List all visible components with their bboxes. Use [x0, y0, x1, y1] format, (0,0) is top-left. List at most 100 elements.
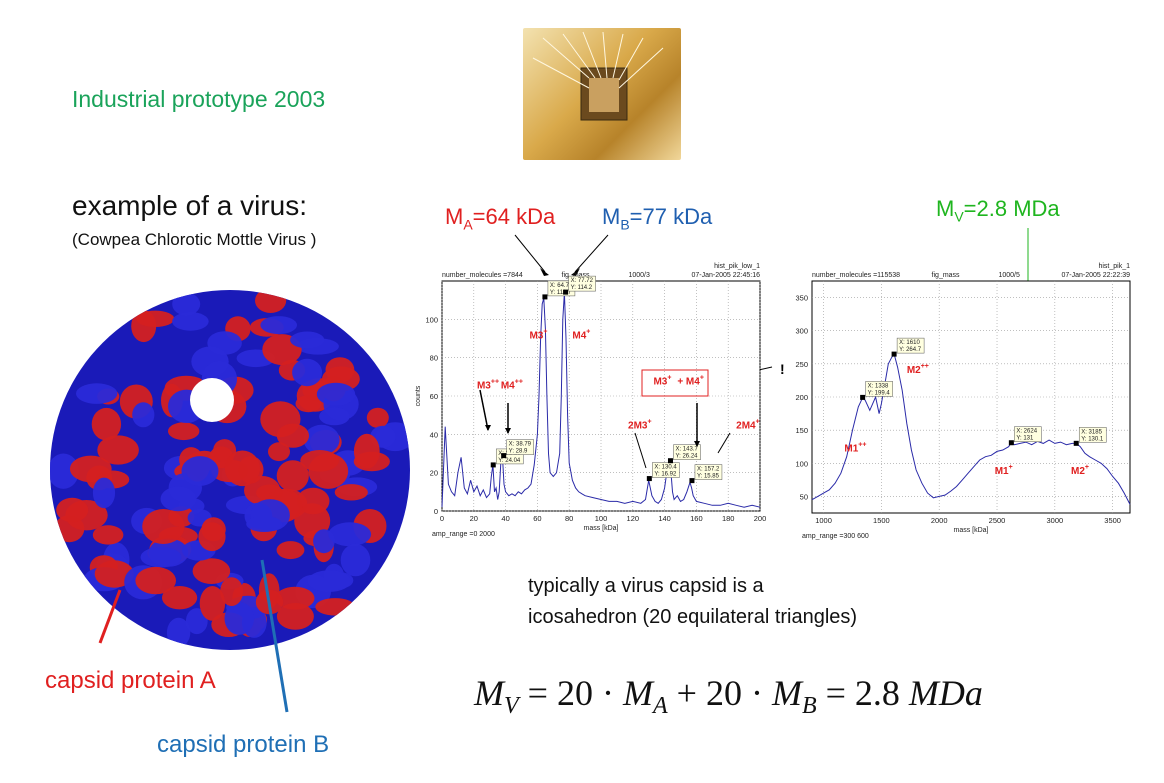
datatip-y: Y: 264.7 — [899, 347, 922, 353]
peak-arrow — [634, 432, 647, 469]
peak-label: M3+ — [653, 375, 671, 388]
datatip-x: X: 1338 — [868, 383, 889, 389]
datatip-y: Y: 131 — [1016, 436, 1034, 442]
peak-arrow — [479, 389, 489, 431]
capsid-subunit — [199, 586, 226, 621]
datatip-box — [896, 337, 925, 354]
capsid-subunit — [319, 407, 350, 426]
capsid-subunit — [132, 402, 155, 428]
datatip-box — [694, 464, 723, 480]
x-tick-label: 2000 — [931, 516, 948, 525]
mv-label: MV=2.8 MDa — [936, 196, 1060, 225]
chart-header-right1: hist_pik_low_1 — [714, 263, 760, 270]
data-point-marker — [542, 294, 548, 300]
datatip-x: X: 157.2 — [697, 467, 720, 473]
datatip-x: X: 143.7 — [675, 447, 698, 453]
datatip-box — [652, 462, 680, 478]
capsid-subunit — [268, 442, 290, 462]
y-tick-label: 100 — [425, 315, 438, 324]
capsid-subunit — [92, 477, 116, 509]
capsid-subunit — [315, 598, 356, 616]
y-tick-label: 60 — [430, 392, 438, 401]
datatip-x: X: 2624 — [1016, 429, 1037, 435]
mass-formula: MV = 20 · MA + 20 · MB = 2.8 MDa — [474, 673, 983, 720]
exclaim-mark: ! — [780, 361, 785, 377]
mass-spectrum-chart-1: number_molecules =7844 fig_mass 1000/3 hist… — [415, 263, 767, 538]
x-tick-label: 80 — [565, 514, 573, 523]
peak-label: M2++ — [907, 363, 929, 376]
chip-photo — [523, 28, 681, 160]
datatip-x: X: 64.73 — [550, 283, 573, 289]
datatip-x: X: 1610 — [899, 340, 920, 346]
capsid-subunit — [276, 541, 305, 560]
chart-header-mid2: 1000/5 — [998, 272, 1020, 279]
capsid-subunit — [94, 560, 134, 588]
peak-arrow-head — [485, 425, 491, 431]
chart-footer-left: amp_range =300 600 — [802, 533, 869, 540]
capsid-subunit — [340, 543, 371, 577]
capsid-subunit — [366, 407, 389, 428]
y-tick-label: 80 — [430, 354, 438, 363]
y-tick-label: 300 — [795, 327, 808, 336]
x-tick-label: 1000 — [815, 516, 832, 525]
capsid-subunit — [69, 455, 112, 483]
x-tick-label: 160 — [690, 514, 703, 523]
data-point-marker — [667, 458, 673, 464]
capsid-subunit — [50, 453, 79, 489]
capsid-subunit — [296, 487, 330, 515]
capsid-subunit — [328, 522, 372, 547]
datatip-x: X: 38.79 — [509, 442, 532, 448]
capsid-subunit — [140, 547, 182, 568]
datatip-y: Y: 111.7 — [550, 290, 572, 296]
x-axis-label: mass [kDa] — [583, 525, 618, 532]
peak-label: M4++ — [501, 378, 523, 391]
capsid-subunit — [307, 570, 351, 592]
peak-label: M1++ — [844, 441, 866, 454]
y-tick-label: 250 — [795, 360, 808, 369]
datatip-box — [506, 439, 534, 455]
peak-label: M3++ — [477, 378, 499, 391]
datatip-x: X: 3185 — [1081, 429, 1102, 435]
ma-label: MA=64 kDa — [445, 204, 556, 233]
datatip-box — [865, 381, 893, 397]
datatip-y: Y: 24.04 — [498, 458, 521, 464]
capsid-text-line-2: icosahedron (20 equilateral triangles) — [528, 606, 858, 628]
capsid-subunit — [135, 566, 176, 595]
y-tick-label: 350 — [795, 294, 808, 303]
capsid-subunit — [260, 316, 298, 335]
capsid-subunit — [224, 450, 260, 487]
x-tick-label: 120 — [627, 514, 640, 523]
capsid-subunit — [224, 602, 255, 635]
capsid-subunit — [246, 516, 283, 532]
capsid-subunit — [160, 486, 196, 512]
capsid-subunit — [172, 312, 209, 331]
data-point-marker — [563, 289, 569, 295]
chart-footer-left: amp_range =0 2000 — [432, 531, 495, 538]
capsid-subunit — [276, 603, 314, 630]
m3-m4-highlight-box — [641, 369, 709, 397]
chart-header-right2: 07-Jan-2005 22:45:16 — [692, 272, 761, 279]
virus-subheading: (Cowpea Chlorotic Mottle Virus ) — [72, 230, 317, 249]
capsid-a-pointer — [98, 589, 122, 644]
data-point-marker — [891, 351, 897, 357]
datatip-y: Y: 16.92 — [654, 472, 677, 478]
y-tick-label: 200 — [795, 393, 808, 402]
capsid-subunit — [136, 310, 175, 327]
capsid-subunit — [168, 422, 200, 441]
peak-label: 2M3+ — [628, 419, 652, 432]
peak-label: M4+ — [572, 329, 590, 342]
capsid-subunit — [97, 435, 139, 465]
y-tick-label: 20 — [430, 469, 438, 478]
x-tick-label: 180 — [722, 514, 735, 523]
capsid-subunit — [276, 423, 309, 448]
x-tick-label: 140 — [658, 514, 671, 523]
capsid-subunit — [303, 424, 340, 455]
capsid-subunit — [276, 460, 309, 492]
y-tick-label: 0 — [434, 507, 438, 516]
x-tick-label: 200 — [754, 514, 767, 523]
x-tick-label: 3000 — [1046, 516, 1063, 525]
capsid-subunit — [172, 292, 201, 316]
peak-arrow-head — [694, 441, 700, 447]
chart-header-mid: fig_mass — [562, 272, 591, 279]
data-point-marker — [1073, 440, 1079, 446]
